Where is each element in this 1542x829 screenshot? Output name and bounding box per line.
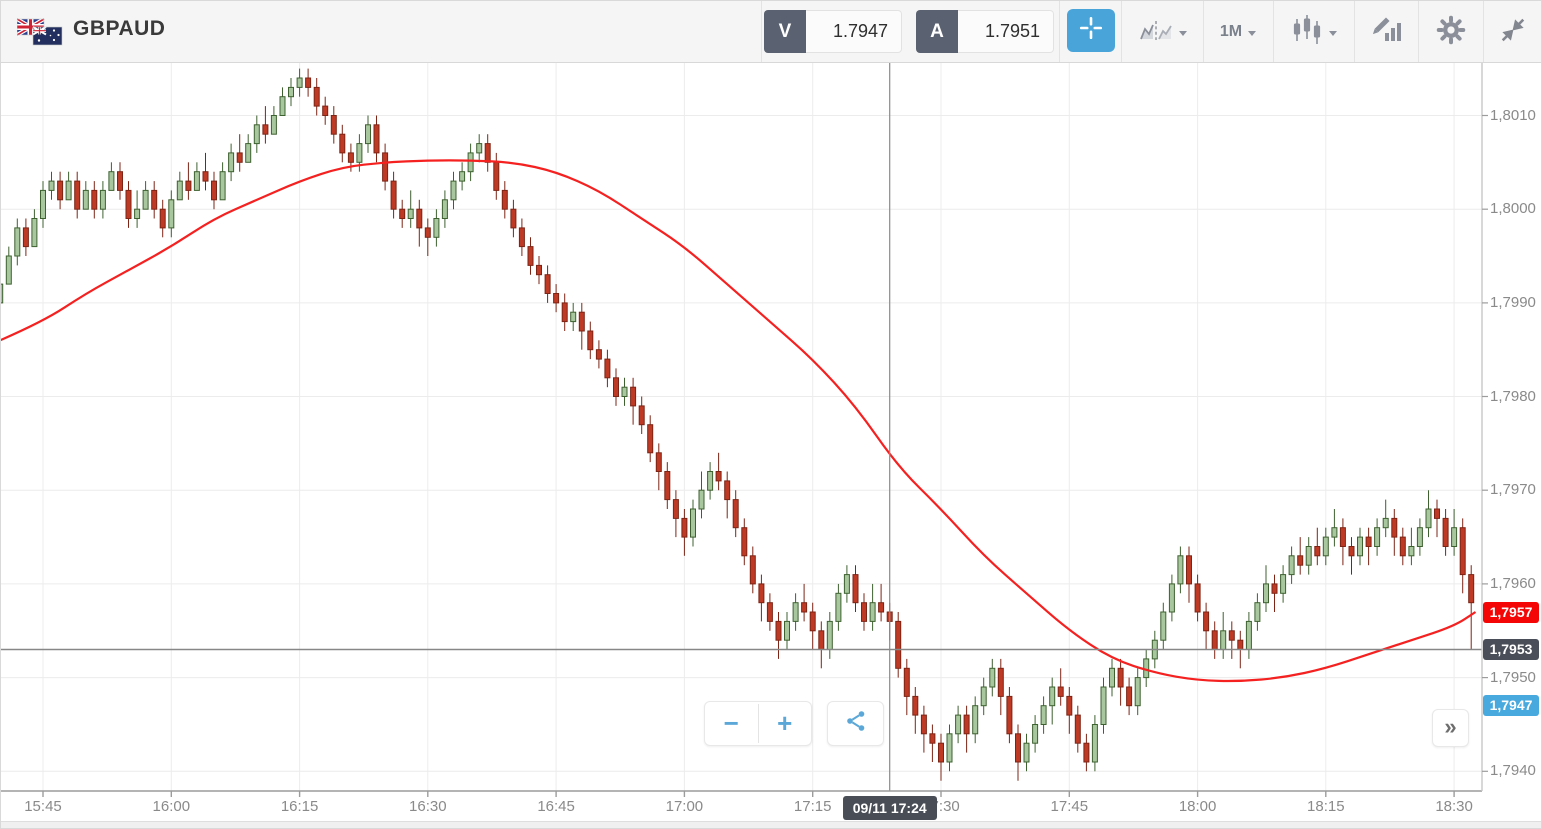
share-button[interactable] bbox=[827, 701, 884, 746]
chevron-down-icon bbox=[1328, 30, 1337, 36]
au-flag-icon bbox=[32, 26, 63, 46]
moving-average-line bbox=[1, 159, 1477, 683]
header-separator bbox=[761, 1, 762, 62]
chart-style-dropdown[interactable] bbox=[1273, 1, 1354, 63]
bottom-panel-edge bbox=[1, 821, 1541, 828]
header-separator bbox=[1203, 1, 1204, 62]
x-tick-label: 17:45 bbox=[1050, 798, 1089, 815]
header-separator bbox=[1354, 1, 1355, 62]
y-tick-label: 1,7950 bbox=[1490, 668, 1536, 686]
last-price-badge: 1,7953 bbox=[1483, 639, 1539, 660]
x-tick-label: 17:00 bbox=[665, 798, 704, 815]
candles-layer bbox=[1, 68, 1477, 781]
x-tick-label: 16:00 bbox=[152, 798, 191, 815]
x-tick-label: 18:30 bbox=[1435, 798, 1473, 815]
chart-region: 15:45 16:00 16:15 16:30 16:45 17:00 17:15 17:30… bbox=[1, 63, 1542, 829]
timeframe-dropdown[interactable]: 1M bbox=[1203, 1, 1273, 63]
sell-price[interactable]: 1.7947 bbox=[806, 10, 902, 53]
zoom-out-button[interactable]: − bbox=[723, 708, 739, 738]
draw-indicators-button[interactable] bbox=[1354, 1, 1418, 63]
x-tick-label: 16:30 bbox=[409, 798, 447, 815]
divider bbox=[757, 704, 759, 743]
gb-flag-icon bbox=[15, 17, 46, 37]
y-tick-label: 1,7990 bbox=[1490, 293, 1536, 311]
chevron-down-icon bbox=[1178, 30, 1187, 36]
header-separator bbox=[1059, 1, 1060, 62]
crosshair-icon bbox=[1078, 15, 1104, 46]
gridlines bbox=[1, 63, 1482, 791]
compare-charts-icon bbox=[1139, 17, 1173, 48]
expand-panel-button[interactable]: » bbox=[1432, 709, 1469, 747]
collapse-icon bbox=[1500, 17, 1526, 48]
gear-icon bbox=[1436, 15, 1466, 50]
crosshair-time-badge: 09/11 17:24 bbox=[842, 796, 937, 820]
zoom-controls: − + bbox=[704, 701, 812, 746]
y-tick-label: 1,7940 bbox=[1490, 762, 1536, 780]
header-separator bbox=[1121, 1, 1122, 62]
header-separator bbox=[1273, 1, 1274, 62]
x-tick-label: 16:45 bbox=[537, 798, 575, 815]
header-separator bbox=[1483, 1, 1484, 62]
y-tick-label: 1,7980 bbox=[1490, 387, 1536, 405]
price-chart[interactable] bbox=[1, 63, 1542, 829]
share-icon bbox=[844, 709, 868, 738]
x-tick-label: 18:15 bbox=[1307, 798, 1345, 815]
y-tick-label: 1,7960 bbox=[1490, 574, 1536, 592]
x-tick-label: 18:00 bbox=[1178, 798, 1217, 815]
y-tick-label: 1,7970 bbox=[1490, 481, 1536, 499]
symbol-title: GBPAUD bbox=[73, 17, 166, 40]
crosshair-tool-button[interactable] bbox=[1067, 9, 1115, 52]
y-tick-label: 1,8010 bbox=[1490, 106, 1536, 124]
x-tick-label: 17:15 bbox=[793, 798, 832, 815]
settings-button[interactable] bbox=[1418, 1, 1483, 63]
compare-charts-button[interactable] bbox=[1122, 1, 1203, 63]
collapse-chart-button[interactable] bbox=[1483, 1, 1541, 63]
pencil-chart-icon bbox=[1370, 15, 1402, 50]
chart-canvas[interactable] bbox=[1, 63, 1542, 829]
buy-button[interactable]: A bbox=[916, 10, 958, 53]
header-separator bbox=[1418, 1, 1419, 62]
zoom-in-button[interactable]: + bbox=[777, 708, 793, 738]
x-tick-label: 16:15 bbox=[280, 798, 319, 815]
sell-price-badge: 1,7947 bbox=[1483, 695, 1539, 717]
y-tick-label: 1,8000 bbox=[1490, 200, 1536, 218]
header-bar: GBPAUD V 1.7947 A 1.7951 bbox=[1, 1, 1541, 63]
timeframe-label: 1M bbox=[1219, 23, 1243, 40]
x-tick-label: 15:45 bbox=[24, 798, 62, 815]
sell-button[interactable]: V bbox=[764, 10, 806, 53]
chevron-down-icon bbox=[1248, 30, 1257, 36]
axes bbox=[1, 63, 1488, 797]
buy-price[interactable]: 1.7951 bbox=[958, 10, 1054, 53]
candlestick-style-icon bbox=[1291, 13, 1323, 52]
ma-value-badge: 1,7957 bbox=[1483, 601, 1539, 623]
instrument-flags bbox=[15, 17, 63, 46]
